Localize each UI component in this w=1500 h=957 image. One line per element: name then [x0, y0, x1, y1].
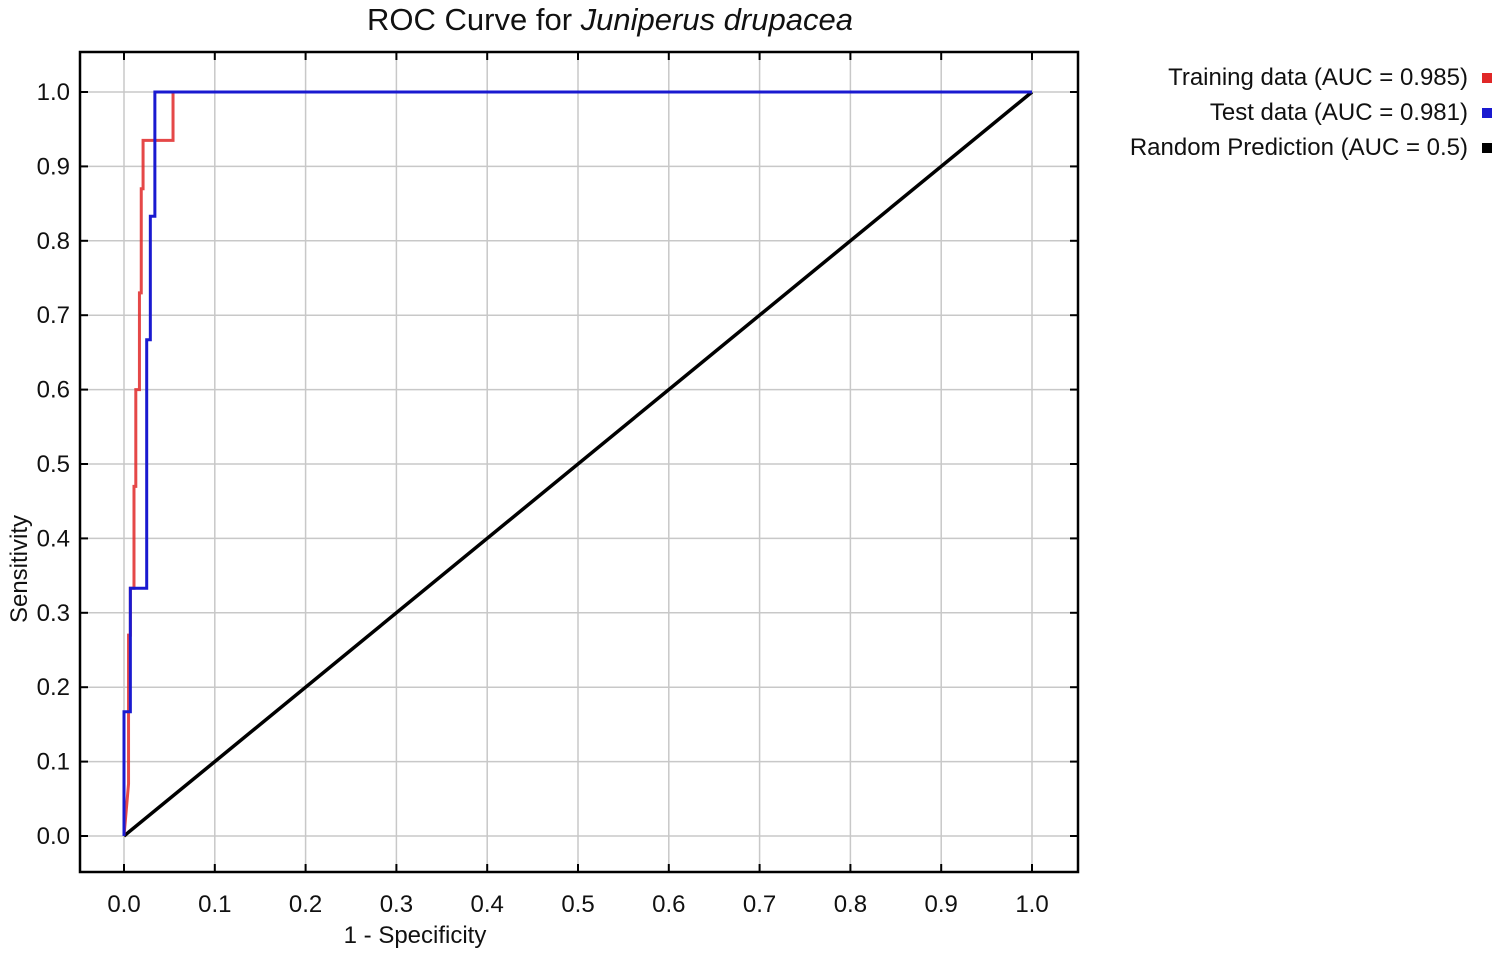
legend-label: Test data (AUC = 0.981): [1209, 99, 1468, 126]
legend-item-training: Training data (AUC = 0.985): [1130, 60, 1492, 95]
legend-label: Random Prediction (AUC = 0.5): [1129, 134, 1468, 161]
random-prediction-line: [122, 90, 1034, 838]
y-tick-label: 0.0: [37, 823, 70, 850]
legend-item-test: Test data (AUC = 0.981): [1130, 95, 1492, 130]
x-tick-label: 0.0: [107, 891, 140, 918]
legend-swatch: [1482, 72, 1492, 83]
x-tick-label: 0.4: [471, 891, 504, 918]
x-axis-label: 1 - Specificity: [343, 922, 487, 949]
title-species: Juniperus drupacea: [580, 2, 853, 37]
x-tick-label: 1.0: [1015, 891, 1048, 918]
plot-frame: [78, 50, 1080, 874]
x-tick-label: 0.8: [834, 891, 867, 918]
y-tick-label: 0.2: [37, 674, 70, 701]
legend-swatch: [1482, 107, 1492, 118]
y-tick-label: 0.3: [37, 600, 70, 627]
x-tick-label: 0.7: [743, 891, 776, 918]
chart-title: ROC Curve for Juniperus drupacea: [0, 2, 1220, 38]
y-tick-label: 0.1: [37, 749, 70, 776]
x-tick-label: 0.2: [289, 891, 322, 918]
test-curve: [122, 90, 1032, 836]
x-tick-label: 0.5: [561, 891, 594, 918]
y-tick-label: 0.9: [37, 153, 70, 180]
title-prefix: ROC Curve for: [367, 2, 581, 37]
x-tick-label: 0.3: [380, 891, 413, 918]
legend-label: Training data (AUC = 0.985): [1168, 64, 1468, 91]
legend-swatch: [1482, 142, 1492, 153]
y-tick-label: 0.8: [37, 228, 70, 255]
y-tick-label: 0.4: [37, 525, 70, 552]
x-tick-label: 0.1: [198, 891, 231, 918]
y-tick-label: 0.6: [37, 377, 70, 404]
y-tick-label: 1.0: [37, 79, 70, 106]
x-tick-label: 0.9: [925, 891, 958, 918]
x-tick-label: 0.6: [652, 891, 685, 918]
y-tick-label: 0.5: [37, 451, 70, 478]
legend: Training data (AUC = 0.985) Test data (A…: [1130, 60, 1492, 165]
legend-item-random: Random Prediction (AUC = 0.5): [1130, 130, 1492, 165]
y-axis-label: Sensitivity: [6, 514, 33, 624]
y-tick-label: 0.7: [37, 302, 70, 329]
